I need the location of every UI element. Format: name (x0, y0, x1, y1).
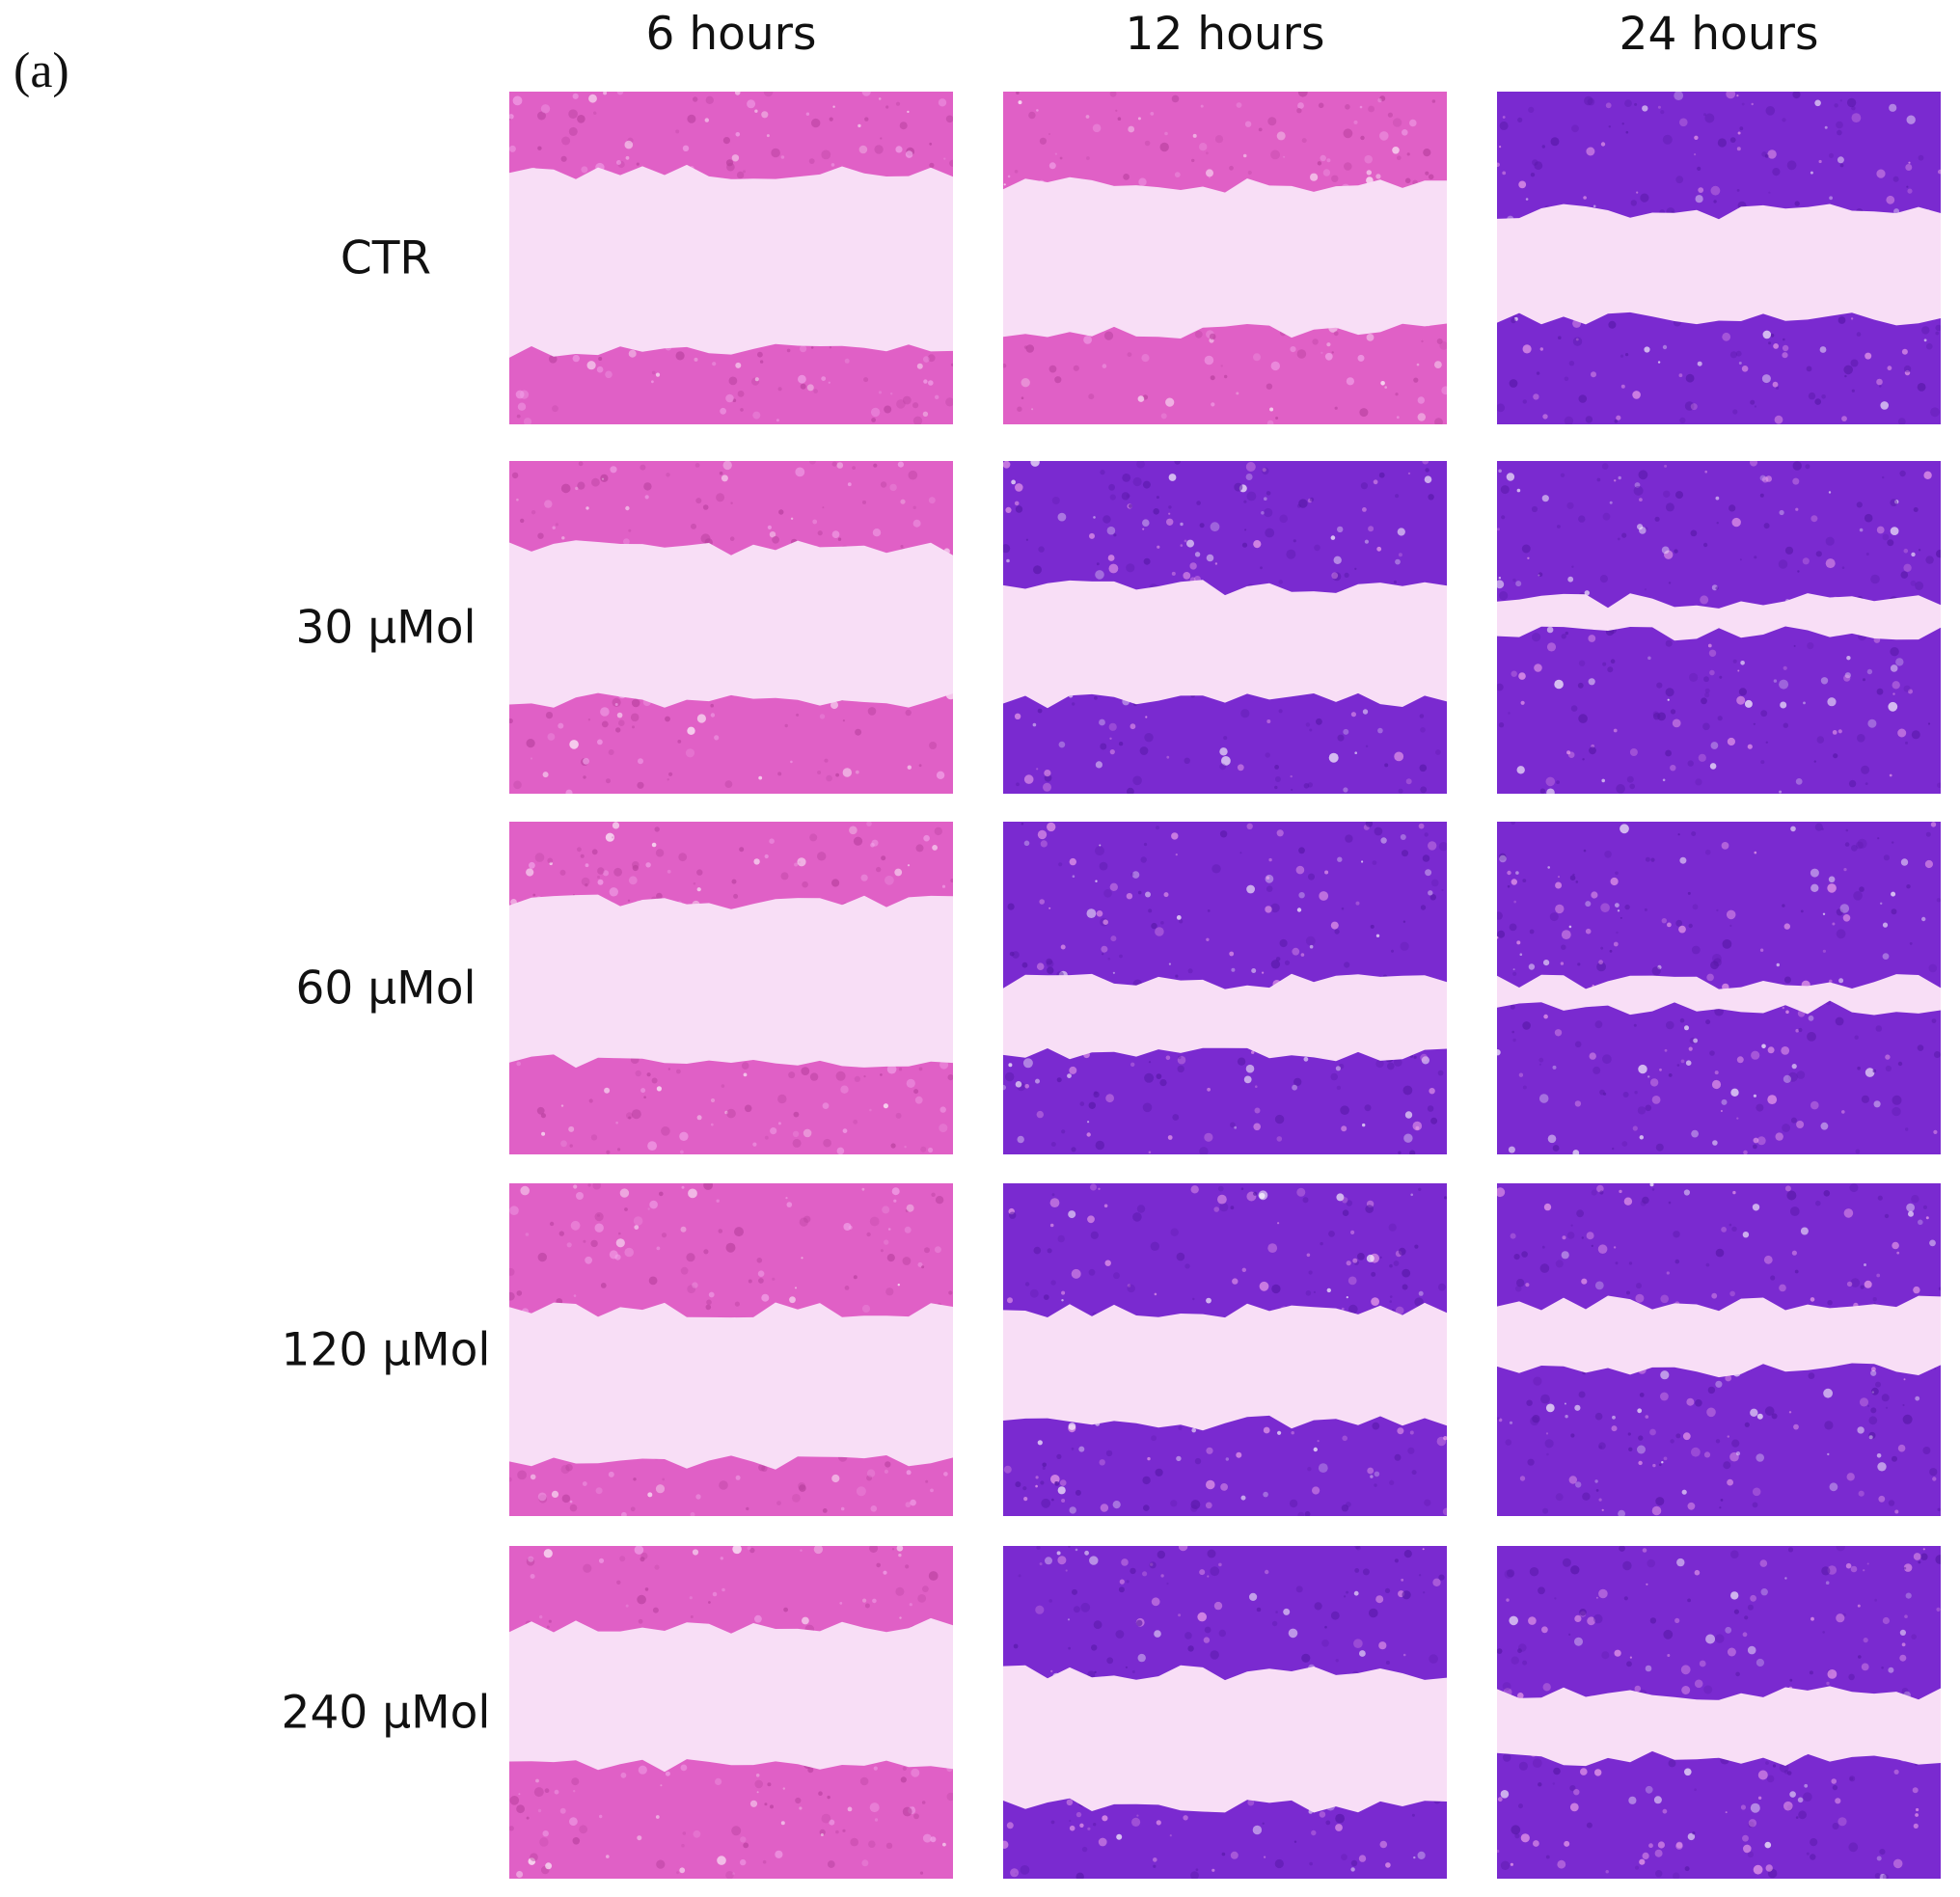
micrograph (509, 822, 953, 1154)
micrograph (1497, 1546, 1941, 1879)
column-label: 24 hours (1619, 8, 1819, 61)
micrograph-image (1003, 1546, 1447, 1879)
micrograph-image (509, 461, 953, 794)
column-label: 6 hours (645, 8, 817, 61)
micrograph-image (1003, 92, 1447, 424)
micrograph-image (1003, 1183, 1447, 1516)
micrograph (1003, 1546, 1447, 1879)
row-label: 30 μMol (295, 601, 476, 654)
row-label: 240 μMol (281, 1686, 491, 1739)
micrograph-image (1497, 1183, 1941, 1516)
micrograph-image (1497, 461, 1941, 794)
micrograph (1003, 822, 1447, 1154)
panel-label: (a) (14, 43, 69, 98)
micrograph-image (509, 1183, 953, 1516)
row-label: CTR (340, 231, 432, 285)
micrograph-image (509, 822, 953, 1154)
micrograph-image (509, 92, 953, 424)
micrograph-image (1003, 461, 1447, 794)
row-label: 120 μMol (281, 1323, 491, 1376)
micrograph (1497, 1183, 1941, 1516)
micrograph-image (1003, 822, 1447, 1154)
micrograph (509, 461, 953, 794)
micrograph (509, 92, 953, 424)
row-label: 60 μMol (295, 962, 476, 1015)
micrograph-image (509, 1546, 953, 1879)
micrograph-image (1497, 1546, 1941, 1879)
micrograph-image (1497, 822, 1941, 1154)
micrograph-image (1497, 92, 1941, 424)
micrograph (509, 1183, 953, 1516)
micrograph (1497, 822, 1941, 1154)
micrograph (509, 1546, 953, 1879)
column-label: 12 hours (1125, 8, 1325, 61)
micrograph (1003, 1183, 1447, 1516)
micrograph (1003, 92, 1447, 424)
micrograph (1497, 461, 1941, 794)
micrograph (1003, 461, 1447, 794)
micrograph (1497, 92, 1941, 424)
